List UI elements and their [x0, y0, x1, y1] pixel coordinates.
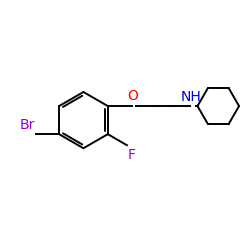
- Text: NH: NH: [180, 90, 201, 104]
- Text: O: O: [127, 89, 138, 103]
- Text: Br: Br: [19, 118, 35, 132]
- Text: F: F: [128, 148, 136, 162]
